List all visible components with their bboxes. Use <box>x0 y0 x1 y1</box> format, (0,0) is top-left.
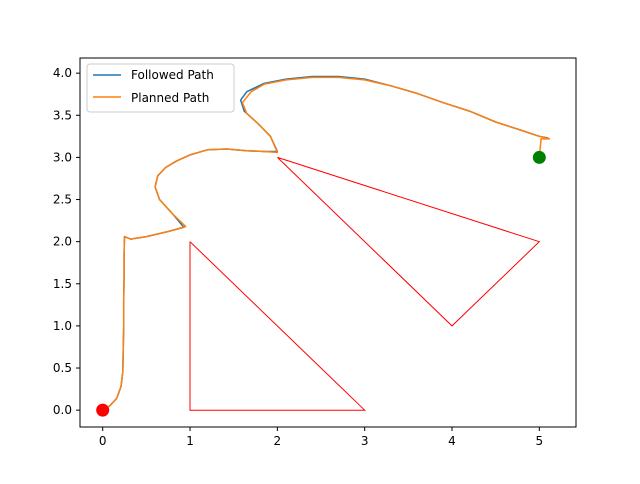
x-axis-ticks: 0 1 2 3 4 5 <box>99 427 543 448</box>
y-tick-label: 0.5 <box>53 361 72 375</box>
y-tick-label: 2.0 <box>53 235 72 249</box>
x-tick-label: 0 <box>99 434 107 448</box>
start-marker <box>96 403 110 417</box>
legend-label-followed-path: Followed Path <box>131 68 214 82</box>
plot-frame <box>79 57 577 428</box>
x-tick-label: 2 <box>274 434 282 448</box>
y-tick-label: 4.0 <box>53 66 72 80</box>
x-tick-label: 4 <box>448 434 456 448</box>
legend-label-planned-path: Planned Path <box>131 91 209 105</box>
obstacle-triangle-2 <box>277 156 541 327</box>
y-tick-label: 2.5 <box>53 193 72 207</box>
series-line-planned-path <box>102 76 550 411</box>
x-tick-label: 1 <box>186 434 194 448</box>
goal-marker <box>532 150 546 164</box>
y-tick-label: 1.5 <box>53 277 72 291</box>
obstacles-layer <box>189 156 541 411</box>
y-tick-label: 3.5 <box>53 108 72 122</box>
y-tick-label: 0.0 <box>53 403 72 417</box>
legend-box <box>86 63 235 113</box>
markers-layer <box>96 150 546 417</box>
legend: Followed Path Planned Path <box>86 63 235 113</box>
y-axis-ticks: 0.0 0.5 1.0 1.5 2.0 2.5 3.0 3.5 4.0 <box>53 66 80 417</box>
obstacle-triangle-1 <box>189 241 366 411</box>
y-tick-label: 3.0 <box>53 150 72 164</box>
x-tick-label: 3 <box>361 434 369 448</box>
y-tick-label: 1.0 <box>53 319 72 333</box>
x-tick-label: 5 <box>536 434 544 448</box>
